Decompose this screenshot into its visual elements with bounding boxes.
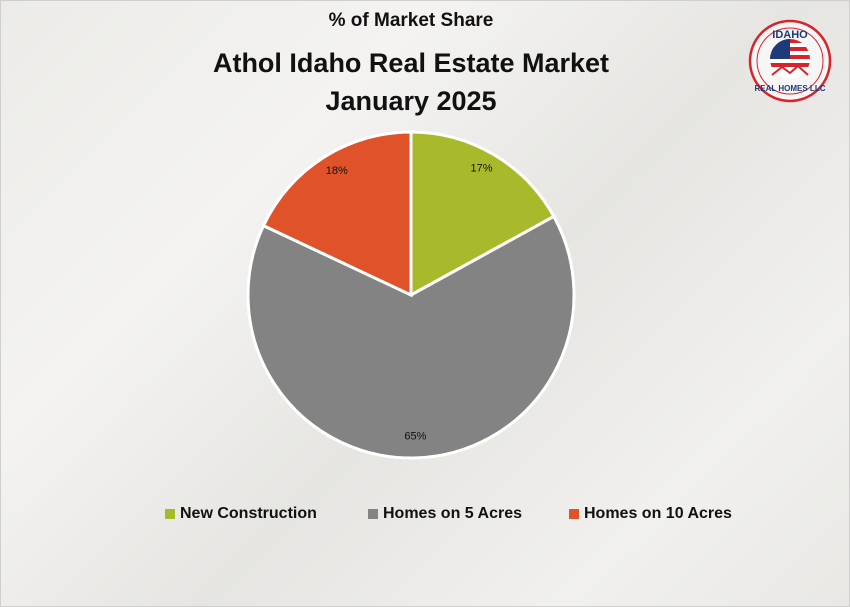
chart-title-line1: Athol Idaho Real Estate Market bbox=[212, 48, 610, 78]
slice-new-construction bbox=[409, 130, 556, 298]
svg-text:IDAHO: IDAHO bbox=[772, 29, 808, 41]
slice-homes-5-acres bbox=[246, 214, 576, 460]
legend-swatch bbox=[165, 509, 175, 519]
legend-label: Homes on 10 Acres bbox=[584, 505, 732, 522]
chart-title-line2: January 2025 bbox=[325, 86, 497, 116]
data-label: 17% bbox=[471, 163, 493, 175]
data-label: 18% bbox=[326, 165, 348, 177]
idaho-real-homes-logo: IDAHO REAL HOMES LLC bbox=[748, 19, 832, 103]
legend-item-homes-5-acres: Homes on 5 Acres bbox=[368, 505, 522, 523]
legend-swatch bbox=[368, 509, 378, 519]
slice-homes-10-acres bbox=[261, 130, 413, 298]
svg-text:REAL HOMES LLC: REAL HOMES LLC bbox=[755, 84, 826, 93]
legend-label: Homes on 5 Acres bbox=[383, 505, 523, 522]
legend-item-homes-10-acres: Homes on 10 Acres bbox=[569, 505, 732, 523]
data-label: 65% bbox=[404, 430, 426, 442]
chart-subtitle: % of Market Share bbox=[328, 10, 494, 31]
legend-swatch bbox=[569, 509, 579, 519]
legend-item-new-construction: New Construction bbox=[165, 505, 317, 523]
legend-label: New Construction bbox=[180, 505, 317, 522]
legend: New Construction Homes on 5 Acres Homes … bbox=[0, 505, 850, 527]
